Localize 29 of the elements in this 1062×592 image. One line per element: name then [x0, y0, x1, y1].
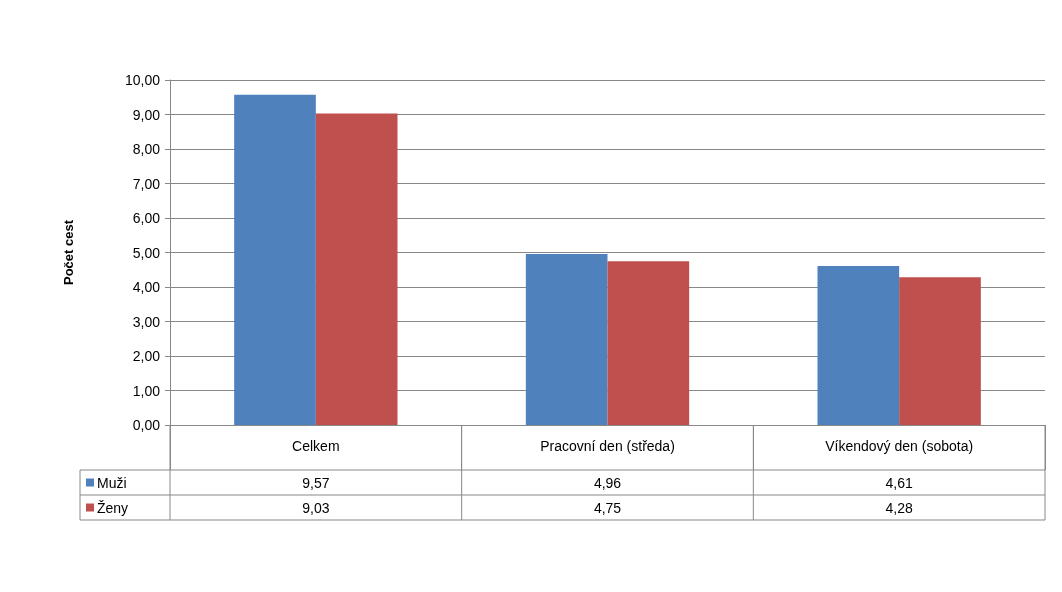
y-tick-label: 9,00	[132, 106, 161, 123]
y-tick-label: 8,00	[132, 141, 161, 157]
bar	[315, 113, 398, 425]
y-tick-label: 0,00	[132, 417, 161, 433]
bar	[234, 94, 316, 425]
x-tick-label: Pracovní den (středa)	[540, 438, 675, 454]
x-tick-label: Celkem	[292, 438, 340, 454]
y-tick-label: 1,00	[132, 382, 161, 399]
data-label: 4,28	[885, 499, 913, 516]
bar	[525, 253, 608, 425]
data-label: 4,96	[593, 474, 622, 491]
data-label: 9,03	[302, 499, 330, 516]
y-tick-label: 3,00	[132, 313, 161, 330]
data-label: 9,57	[302, 474, 330, 491]
y-tick-label: 10,00	[124, 72, 161, 88]
legend-label: Ženy	[97, 499, 129, 516]
legend-label: Muži	[97, 474, 127, 491]
bar	[817, 265, 900, 425]
y-tick-label: 4,00	[132, 279, 161, 295]
x-tick-label: Víkendový den (sobota)	[825, 438, 974, 454]
data-label: 4,75	[593, 499, 622, 516]
y-tick-label: 6,00	[132, 210, 161, 226]
y-tick-label: 7,00	[132, 175, 161, 192]
y-tick-label: 2,00	[132, 348, 161, 364]
y-tick-label: 5,00	[132, 244, 161, 261]
bar	[607, 261, 690, 425]
y-axis-title: Počet cest	[61, 219, 76, 286]
bar	[899, 277, 981, 425]
data-label: 4,61	[885, 474, 913, 491]
